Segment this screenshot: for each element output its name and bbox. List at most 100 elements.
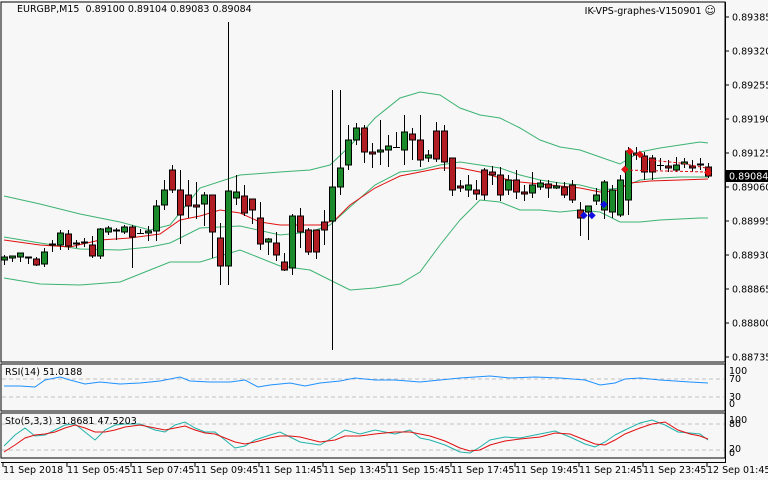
- candle: [513, 170, 520, 199]
- time-axis-label: 11 Sep 05:45: [67, 465, 130, 476]
- candle: [697, 158, 704, 170]
- candle: [33, 257, 40, 266]
- rsi-axis-0: 0: [729, 399, 735, 410]
- rsi-axis-30: 30: [729, 392, 741, 403]
- ma-line: [3, 167, 709, 248]
- candle: [209, 194, 216, 258]
- candle: [185, 180, 192, 218]
- candle: [121, 225, 128, 234]
- rsi-axis-100: 100: [729, 366, 747, 377]
- candle: [73, 240, 80, 248]
- candle: [281, 253, 288, 271]
- candle: [641, 152, 648, 180]
- candle: [361, 125, 368, 163]
- price-axis-label: 0.89060: [732, 183, 768, 194]
- candle: [241, 185, 248, 216]
- time-axis-label: 11 Sep 2018: [3, 465, 63, 476]
- bollinger-lower: [3, 199, 708, 291]
- price-axis[interactable]: 0.89385 0.89320 0.89255 0.89190 0.89125 0.890…: [725, 2, 768, 462]
- candle: [49, 240, 56, 252]
- candle: [449, 157, 456, 196]
- sell-arrow-icon: ◆: [704, 167, 712, 178]
- candle: [369, 143, 376, 168]
- candle: [353, 123, 360, 145]
- smiley-icon: ☺: [704, 4, 716, 17]
- candle: [289, 214, 296, 275]
- candle: [17, 252, 24, 262]
- candle: [617, 175, 624, 217]
- candle: [25, 256, 32, 264]
- price-axis-label: 0.88800: [732, 319, 768, 330]
- stoch-axis-100: 100: [729, 415, 747, 426]
- candle: [297, 208, 304, 248]
- candle: [545, 180, 552, 198]
- price-axis-label: 0.89320: [732, 47, 768, 58]
- buy-arrow-icon: ◆: [600, 199, 608, 210]
- rsi-axis-70: 70: [729, 374, 741, 385]
- candle: [601, 180, 608, 219]
- sell-arrow-icon: ◆: [626, 146, 634, 157]
- candle: [593, 188, 600, 205]
- candle: [137, 229, 144, 234]
- time-axis-label: 11 Sep 19:45: [515, 465, 578, 476]
- candle: [249, 198, 256, 224]
- moving-average: [3, 167, 709, 248]
- candle: [505, 175, 512, 195]
- candle: [553, 182, 560, 189]
- candle: [585, 205, 592, 240]
- candle: [305, 228, 312, 255]
- candle: [257, 202, 264, 250]
- current-price-label: 0.89084: [729, 172, 768, 183]
- candle: [345, 125, 352, 170]
- price-axis-label: 0.88995: [732, 217, 768, 228]
- candle: [201, 192, 208, 226]
- time-axis-label: 11 Sep 09:45: [195, 465, 258, 476]
- price-axis-label: 0.89190: [732, 115, 768, 126]
- candle: [561, 182, 568, 198]
- time-axis-label: 11 Sep 13:45: [323, 465, 386, 476]
- candle: [537, 180, 544, 190]
- time-axis-label: 11 Sep 17:45: [451, 465, 514, 476]
- candle: [129, 225, 136, 268]
- candle: [649, 155, 656, 180]
- price-axis-label: 0.89255: [732, 81, 768, 92]
- candle: [153, 200, 160, 241]
- candle: [417, 115, 424, 167]
- chart-title: EURGBP,M15 0.89100 0.89104 0.89083 0.890…: [17, 4, 252, 15]
- stoch-signal: [3, 421, 709, 453]
- candle: [321, 210, 328, 245]
- candle: [425, 150, 432, 162]
- time-axis-label: 11 Sep 07:45: [131, 465, 194, 476]
- time-axis-label: 11 Sep 11:45: [259, 465, 322, 476]
- price-axis-label: 0.88735: [732, 353, 768, 364]
- candle: [385, 135, 392, 167]
- candle: [313, 229, 320, 259]
- price-axis-label: 0.88930: [732, 251, 768, 262]
- candle: [9, 255, 16, 262]
- buy-arrow-icon: ◆: [588, 210, 596, 221]
- candle: [529, 172, 536, 198]
- stoch-axis-0: 0: [729, 448, 735, 459]
- stoch-title: Sto(5,3,3) 31.8681 47.5203: [5, 416, 137, 427]
- candle: [409, 128, 416, 160]
- candle: [97, 228, 104, 259]
- candle: [41, 248, 48, 267]
- candle: [689, 160, 696, 172]
- candle: [473, 180, 480, 200]
- sell-entry-line: [624, 169, 707, 173]
- candle: [1, 255, 8, 265]
- candle: [161, 180, 168, 210]
- candle: [377, 120, 384, 165]
- rsi-title: RSI(14) 51.0188: [5, 367, 83, 378]
- candle: [569, 180, 576, 203]
- sell-arrow-icon: ◆: [621, 164, 629, 175]
- buy-arrow-icon: ◆: [580, 210, 588, 221]
- candle: [497, 167, 504, 201]
- time-axis-label: 11 Sep 21:45: [579, 465, 642, 476]
- candle: [393, 132, 400, 148]
- candle: [177, 170, 184, 244]
- candle: [273, 232, 280, 261]
- candle: [465, 175, 472, 197]
- time-axis[interactable]: 11 Sep 2018 11 Sep 05:45 11 Sep 07:45 11 Se…: [1, 462, 768, 476]
